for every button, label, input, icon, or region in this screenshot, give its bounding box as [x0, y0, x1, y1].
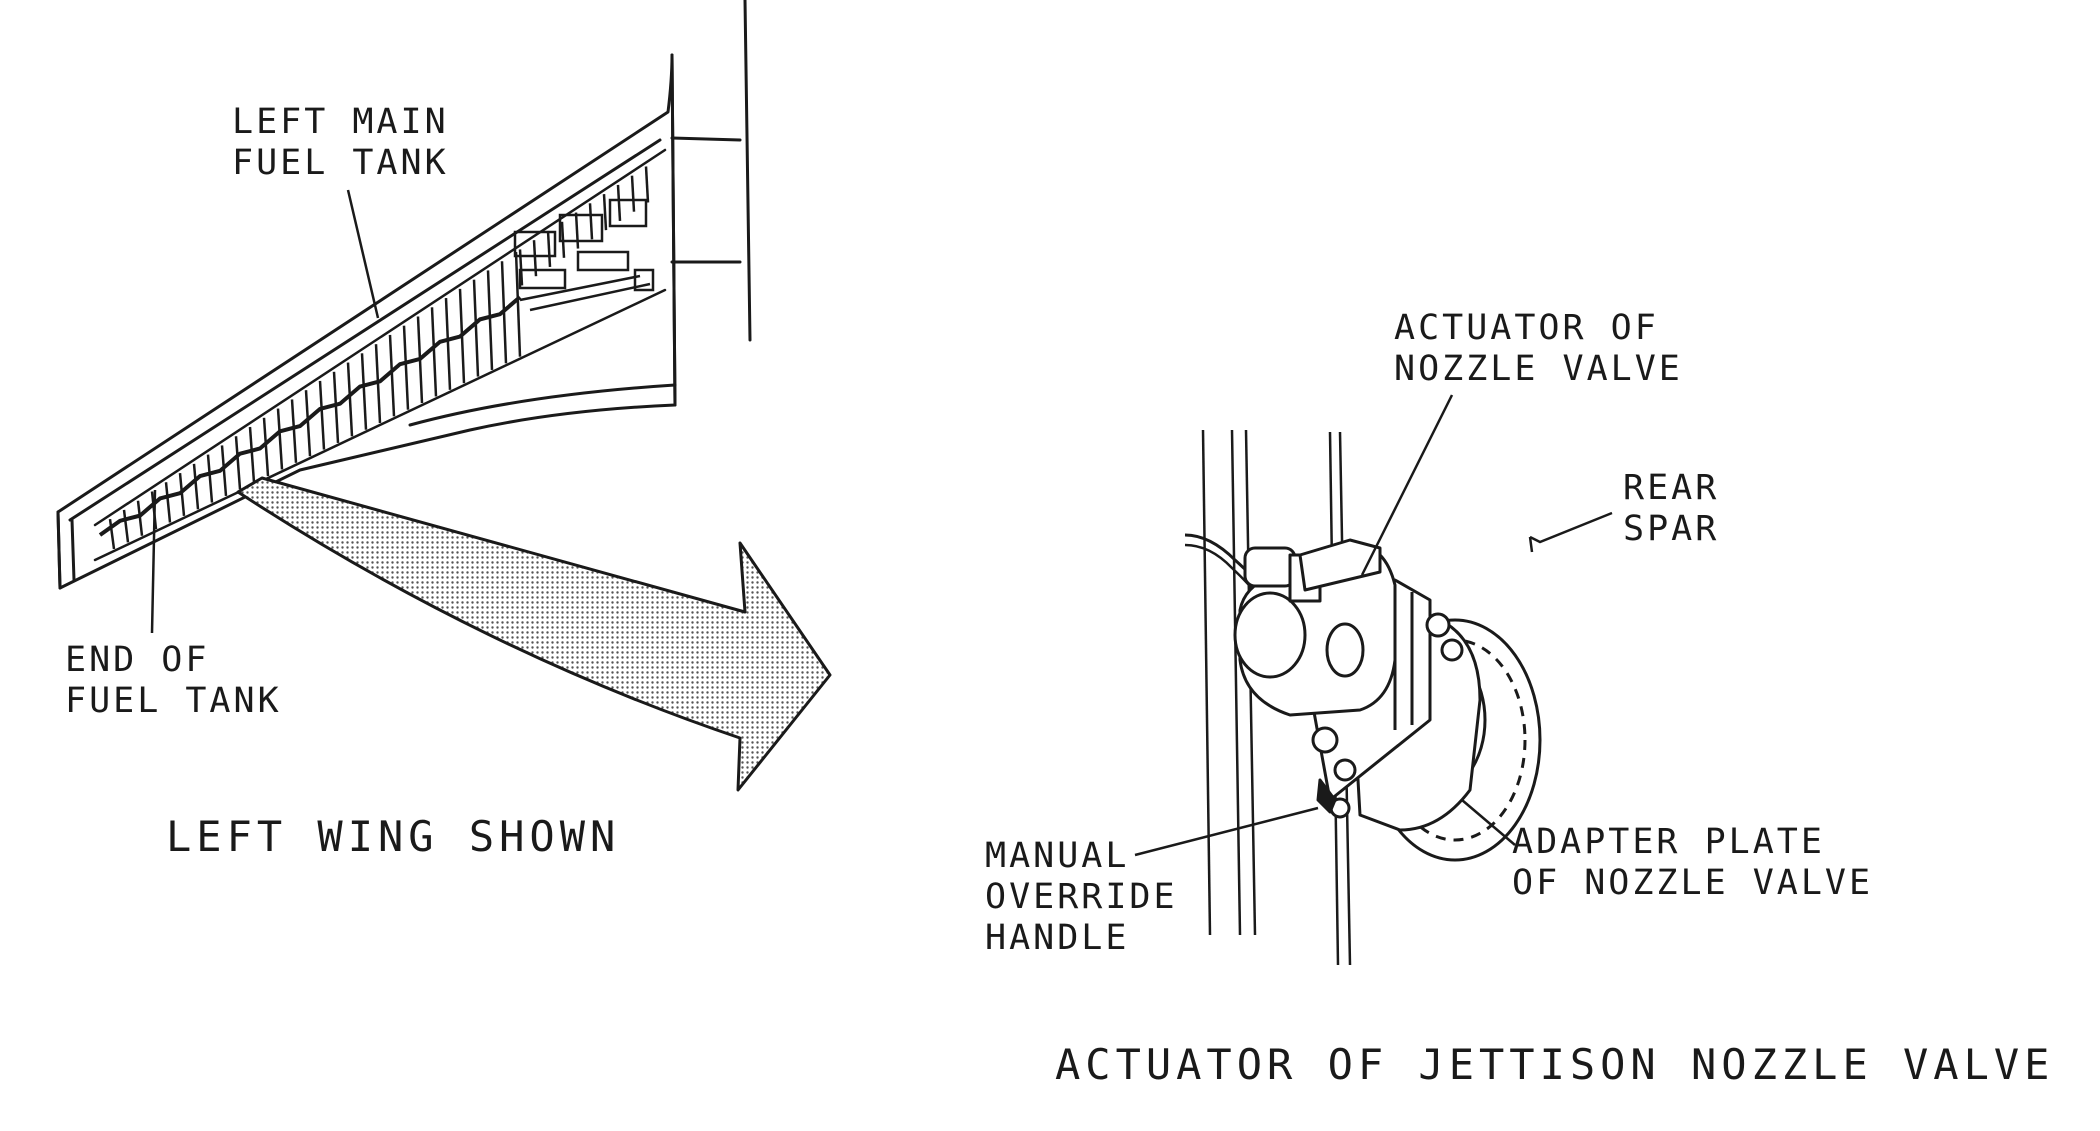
wing-rib [402, 325, 410, 410]
wing-rib [276, 408, 284, 470]
wing-rib [220, 445, 228, 497]
wing-rib [644, 166, 650, 203]
adapter-leader [1461, 799, 1516, 846]
label-rear-spar-line2: SPAR [1623, 509, 1720, 549]
fuel-pipe [98, 295, 522, 537]
wing-rib [444, 298, 452, 390]
wing-rib [192, 463, 200, 510]
wing-rib [602, 194, 608, 231]
end-tank-leader [150, 489, 157, 634]
label-rear-spar-line1: REAR [1623, 468, 1720, 508]
wing-rib [616, 184, 622, 221]
handle-leader [1134, 806, 1319, 857]
label-left-main-fuel-tank: LEFT MAIN FUEL TANK [232, 102, 449, 184]
wing-rib [136, 500, 144, 536]
label-actuator-of-nozzle-valve: ACTUATOR OF NOZZLE VALVE [1394, 308, 1683, 390]
wing-ribs [108, 166, 650, 550]
left-wing-drawing [56, 0, 752, 590]
label-handle-line3: HANDLE [985, 918, 1130, 958]
label-adapter-plate: ADAPTER PLATE OF NOZZLE VALVE [1512, 822, 1873, 904]
wing-rib [430, 307, 438, 397]
caption-actuator-of-jettison-nozzle-valve: ACTUATOR OF JETTISON NOZZLE VALVE [1055, 1040, 2055, 1089]
wing-rib [332, 371, 340, 443]
label-left-main-fuel-tank-line1: LEFT MAIN [232, 102, 449, 142]
fuel-pipe-line [98, 295, 522, 537]
detail-leader-lines [1134, 394, 1613, 857]
label-manual-override-handle: MANUAL OVERRIDE HANDLE [985, 836, 1178, 959]
label-left-main-fuel-tank-line2: FUEL TANK [232, 143, 449, 183]
caption-left-wing-shown: LEFT WING SHOWN [166, 812, 621, 861]
wing-rib [346, 362, 354, 437]
label-handle-line2: OVERRIDE [985, 877, 1178, 917]
wing-rib [164, 482, 172, 523]
wing-rib [206, 454, 214, 503]
detail-callout-arrow [236, 476, 832, 792]
wing-rib [588, 203, 594, 240]
wing-rib [574, 212, 580, 249]
wing-rib [122, 509, 130, 543]
wing-rib [546, 230, 552, 268]
label-end-of-fuel-tank-line1: END OF [65, 640, 210, 680]
wing-rib [514, 251, 522, 357]
wing-rib [472, 279, 480, 377]
wing-rib [318, 380, 326, 450]
wing-rib [304, 390, 312, 457]
label-adapter-line1: ADAPTER PLATE [1512, 822, 1825, 862]
actuator-leader [1360, 394, 1454, 576]
rear-spar-leader [1528, 511, 1613, 553]
wing-leader-lines [150, 189, 380, 634]
wing-rib [248, 426, 256, 483]
wing-rib [262, 417, 270, 477]
label-end-of-fuel-tank-line2: FUEL TANK [65, 681, 282, 721]
wing-rib [486, 270, 494, 370]
wing-rib [290, 399, 298, 463]
label-rear-spar: REAR SPAR [1623, 468, 1719, 550]
wing-rib [108, 518, 116, 550]
main-tank-leader [346, 189, 380, 319]
inboard-pump-cluster [513, 198, 655, 312]
actuator-body [1233, 538, 1542, 862]
label-adapter-line2: OF NOZZLE VALVE [1512, 863, 1874, 903]
wing-rib [234, 436, 242, 490]
wing-rib [178, 472, 186, 516]
label-handle-line1: MANUAL [985, 836, 1130, 876]
wing-rib [630, 175, 636, 212]
label-actuator-line1: ACTUATOR OF [1394, 308, 1659, 348]
wing-rib [360, 353, 368, 430]
wing-rib [388, 334, 396, 417]
label-end-of-fuel-tank: END OF FUEL TANK [65, 640, 282, 722]
label-actuator-line2: NOZZLE VALVE [1394, 349, 1683, 389]
